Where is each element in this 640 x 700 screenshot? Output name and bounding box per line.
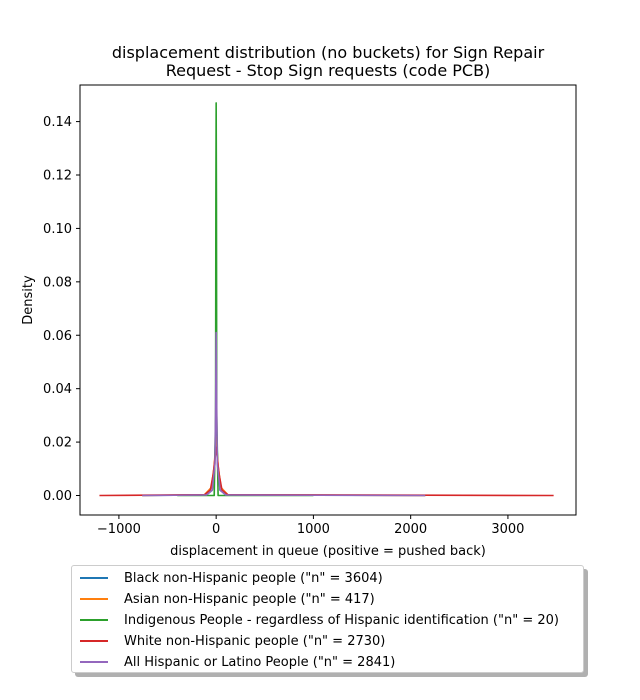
legend-label-asian: Asian non-Hispanic people ("n" = 417) [124, 591, 375, 607]
y-tick-label: 0.06 [43, 329, 72, 344]
y-tick-label: 0.08 [43, 275, 72, 290]
series-line-4 [142, 331, 426, 497]
series-line-1 [142, 435, 426, 497]
series-line-0 [142, 414, 426, 497]
x-axis-label: displacement in queue (positive = pushed… [170, 544, 486, 559]
series-line-3 [99, 446, 554, 497]
legend-label-hispanic: All Hispanic or Latino People ("n" = 284… [124, 654, 396, 670]
x-axis: −1000 0 1000 2000 3000 [97, 515, 524, 537]
y-tick-label: 0.00 [43, 489, 72, 504]
legend-item: Indigenous People - regardless of Hispan… [80, 610, 559, 630]
y-tick-label: 0.12 [43, 169, 72, 184]
x-tick-label: 2000 [394, 522, 427, 537]
y-tick-label: 0.04 [43, 382, 72, 397]
series-line-2 [177, 102, 314, 497]
legend-item: Asian non-Hispanic people ("n" = 417) [80, 589, 375, 609]
chart-title-line2: Request - Stop Sign requests (code PCB) [166, 61, 491, 80]
y-axis-label: Density [21, 275, 36, 325]
legend-label-indigenous: Indigenous People - regardless of Hispan… [124, 612, 559, 628]
x-tick-label: 1000 [297, 522, 330, 537]
legend-swatch-white [80, 640, 108, 642]
y-tick-label: 0.14 [43, 115, 72, 130]
legend-item: White non-Hispanic people ("n" = 2730) [80, 631, 385, 651]
x-tick-label: 3000 [491, 522, 524, 537]
legend-item: All Hispanic or Latino People ("n" = 284… [80, 652, 395, 672]
legend-label-white: White non-Hispanic people ("n" = 2730) [124, 633, 386, 649]
legend-swatch-black [80, 577, 108, 579]
legend-swatch-asian [80, 598, 108, 600]
legend: Black non-Hispanic people ("n" = 3604) A… [71, 565, 584, 673]
x-tick-label: 0 [212, 522, 220, 537]
chart-title-line1: displacement distribution (no buckets) f… [112, 43, 545, 62]
y-axis: 0.00 0.02 0.04 0.06 0.08 0.10 0.12 0.14 [43, 115, 80, 504]
x-tick-label: −1000 [97, 522, 141, 537]
legend-swatch-indigenous [80, 619, 108, 621]
plot-area-frame [79, 84, 577, 516]
y-tick-label: 0.02 [43, 436, 72, 451]
legend-item: Black non-Hispanic people ("n" = 3604) [80, 568, 383, 588]
legend-swatch-hispanic [80, 661, 108, 663]
series-lines [99, 102, 554, 497]
y-tick-label: 0.10 [43, 222, 72, 237]
legend-label-black: Black non-Hispanic people ("n" = 3604) [124, 570, 383, 586]
